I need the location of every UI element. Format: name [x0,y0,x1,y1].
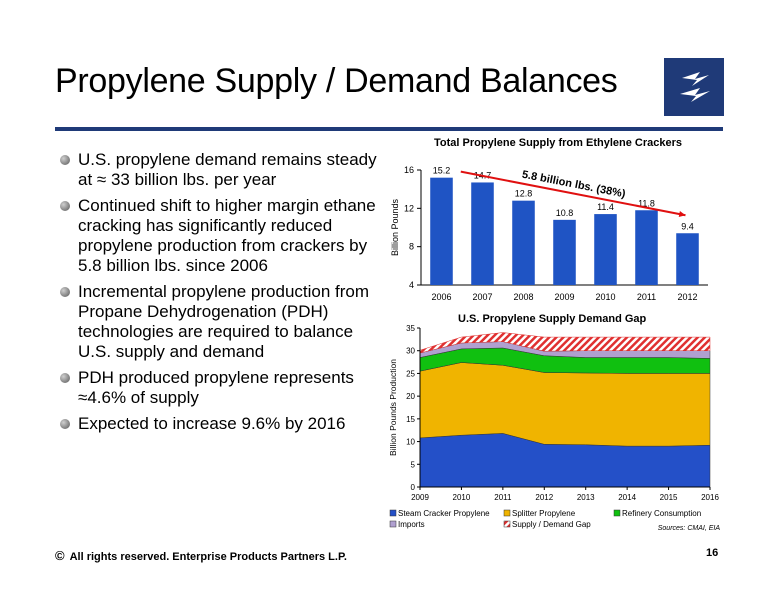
y-tick-label: 15 [406,415,415,424]
legend-imports-label: Imports [398,520,425,529]
x-tick-label: 2016 [701,493,719,502]
y-tick-label: 16 [404,165,414,175]
bar [471,182,494,285]
y-tick-label: 5 [411,460,416,469]
legend-steam-cracker-label: Steam Cracker Propylene [398,509,490,518]
y-tick-label: 4 [409,280,414,290]
bar [676,233,699,285]
footer: © All rights reserved. Enterprise Product… [55,548,347,563]
x-tick-label: 2010 [453,493,471,502]
x-tick-label: 2014 [618,493,636,502]
bullet-text: Expected to increase 9.6% by 2016 [78,414,346,433]
bullet-dot-icon [60,155,70,165]
bullet-item: U.S. propylene demand remains steady at … [60,150,380,190]
bar [553,219,576,285]
legend-refinery-swatch [613,509,621,517]
bar-value-label: 11.8 [638,198,655,208]
y-tick-label: 35 [406,324,415,333]
trend-annotation: 5.8 billion lbs. (38%) [521,169,627,201]
bullet-list: U.S. propylene demand remains steady at … [60,150,380,440]
legend-splitter-swatch [503,509,511,517]
y-tick-label: 12 [404,203,414,213]
bullet-item: PDH produced propylene represents ≈4.6% … [60,368,380,408]
legend-splitter-label: Splitter Propylene [512,509,576,518]
bar-value-label: 15.2 [433,166,451,176]
y-axis-label: Billion Pounds [390,198,400,256]
bullet-dot-icon [60,287,70,297]
y-tick-label: 30 [406,347,415,356]
bullet-dot-icon [60,419,70,429]
x-tick-label: 2012 [677,292,697,302]
bar [430,177,453,285]
page-number: 16 [706,547,719,559]
company-logo [664,58,724,116]
lightning-logo-icon [680,72,710,102]
bar [594,214,617,285]
bar [512,200,535,285]
y-tick-label: 0 [411,483,416,492]
area-chart-title: U.S. Propylene Supply Demand Gap [458,313,647,325]
x-tick-label: 2012 [535,493,553,502]
y-tick-label: 8 [409,242,414,252]
legend-supply-demand-gap-label: Supply / Demand Gap [512,520,591,529]
slide-title: Propylene Supply / Demand Balances [55,62,618,100]
legend-imports-swatch [389,520,397,528]
bar-value-label: 12.8 [515,189,533,199]
x-tick-label: 2011 [494,493,512,502]
bullet-text: U.S. propylene demand remains steady at … [78,150,377,189]
y-axis-label: Billion Pounds Production [388,359,398,456]
x-tick-label: 2015 [660,493,678,502]
y-tick-label: 20 [406,392,415,401]
area-supply-demand-gap [419,332,711,354]
bar-chart-title: Total Propylene Supply from Ethylene Cra… [434,137,682,149]
bullet-dot-icon [60,373,70,383]
x-tick-label: 2009 [554,292,574,302]
bar-value-label: 11.4 [597,202,614,212]
legend-supply-demand-gap-swatch [503,520,511,528]
bullet-text: Continued shift to higher margin ethane … [78,196,376,275]
bar-value-label: 10.8 [556,208,574,218]
bullet-text: Incremental propylene production from Pr… [78,282,370,361]
bar-value-label: 9.4 [681,221,694,231]
y-tick-label: 25 [406,369,415,378]
bullet-item: Continued shift to higher margin ethane … [60,196,380,276]
x-tick-label: 2007 [472,292,492,302]
y-tick-label: 10 [406,438,415,447]
bullet-item: Incremental propylene production from Pr… [60,282,380,362]
bar [635,210,658,285]
chart-source: Sources: CMAI, EIA [658,525,721,532]
x-tick-label: 2010 [595,292,615,302]
area-chart: 0 5 10 15 20 25 30 35 2009 2010 2011 2012 2013 2014 20… [388,324,721,532]
copyright-icon: © [55,548,65,563]
bullet-dot-icon [60,201,70,211]
trend-arrow-line [460,170,686,217]
x-tick-label: 2008 [513,292,533,302]
title-divider [55,127,723,131]
x-tick-label: 2013 [577,493,595,502]
x-tick-label: 2011 [637,292,656,302]
legend-steam-cracker-swatch [389,509,397,517]
footer-text: All rights reserved. Enterprise Products… [69,551,347,563]
x-tick-label: 2009 [411,493,429,502]
bullet-item: Expected to increase 9.6% by 2016 [60,414,380,434]
x-tick-label: 2006 [431,292,451,302]
area-splitter [419,362,711,447]
trend-arrowhead-icon [678,211,686,218]
legend-refinery-label: Refinery Consumption [622,509,701,518]
bullet-text: PDH produced propylene represents ≈4.6% … [78,368,354,407]
